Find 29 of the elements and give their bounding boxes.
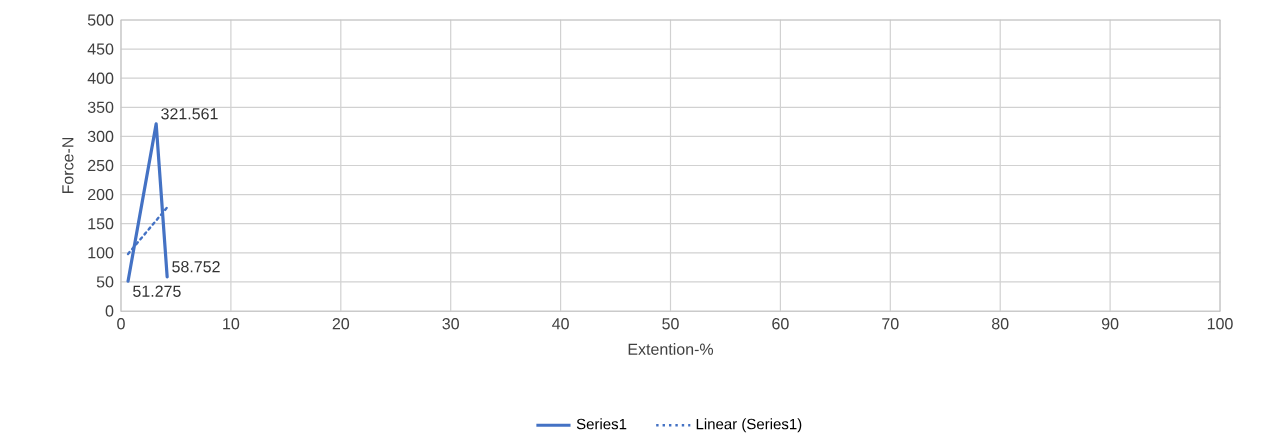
y-tick-label: 150 <box>88 218 114 230</box>
y-tick-label: 250 <box>88 159 114 172</box>
x-tick-label: 70 <box>882 318 899 330</box>
y-tick-label: 50 <box>96 276 114 288</box>
y-tick-label: 350 <box>87 101 114 113</box>
legend-label: Linear (Series1) <box>696 418 802 433</box>
x-tick-label: 40 <box>552 318 569 330</box>
x-tick-label: 80 <box>992 318 1009 330</box>
x-tick-label: 10 <box>223 318 240 330</box>
x-tick-label: 100 <box>1207 318 1233 330</box>
x-tick-label: 60 <box>772 318 789 330</box>
y-tick-label: 0 <box>105 305 114 317</box>
y-tick-label: 450 <box>87 43 114 55</box>
x-tick-label: 20 <box>332 318 350 330</box>
y-tick-label: 100 <box>88 247 114 259</box>
y-tick-label: 500 <box>87 14 114 26</box>
y-tick-label: 300 <box>87 130 114 143</box>
x-axis-title: Extention-% <box>628 343 714 355</box>
y-tick-label: 200 <box>88 188 114 201</box>
legend-label: Series1 <box>576 418 627 430</box>
x-tick-label: 50 <box>662 318 679 330</box>
data-label: 51.275 <box>133 285 181 297</box>
x-tick-label: 30 <box>442 318 459 330</box>
x-tick-label: 90 <box>1101 318 1119 330</box>
data-label: 321.561 <box>161 108 218 120</box>
y-tick-label: 400 <box>87 72 114 84</box>
y-axis-title: Force-N <box>62 137 74 194</box>
x-tick-label: 0 <box>117 318 125 330</box>
data-label: 58.752 <box>172 261 220 273</box>
